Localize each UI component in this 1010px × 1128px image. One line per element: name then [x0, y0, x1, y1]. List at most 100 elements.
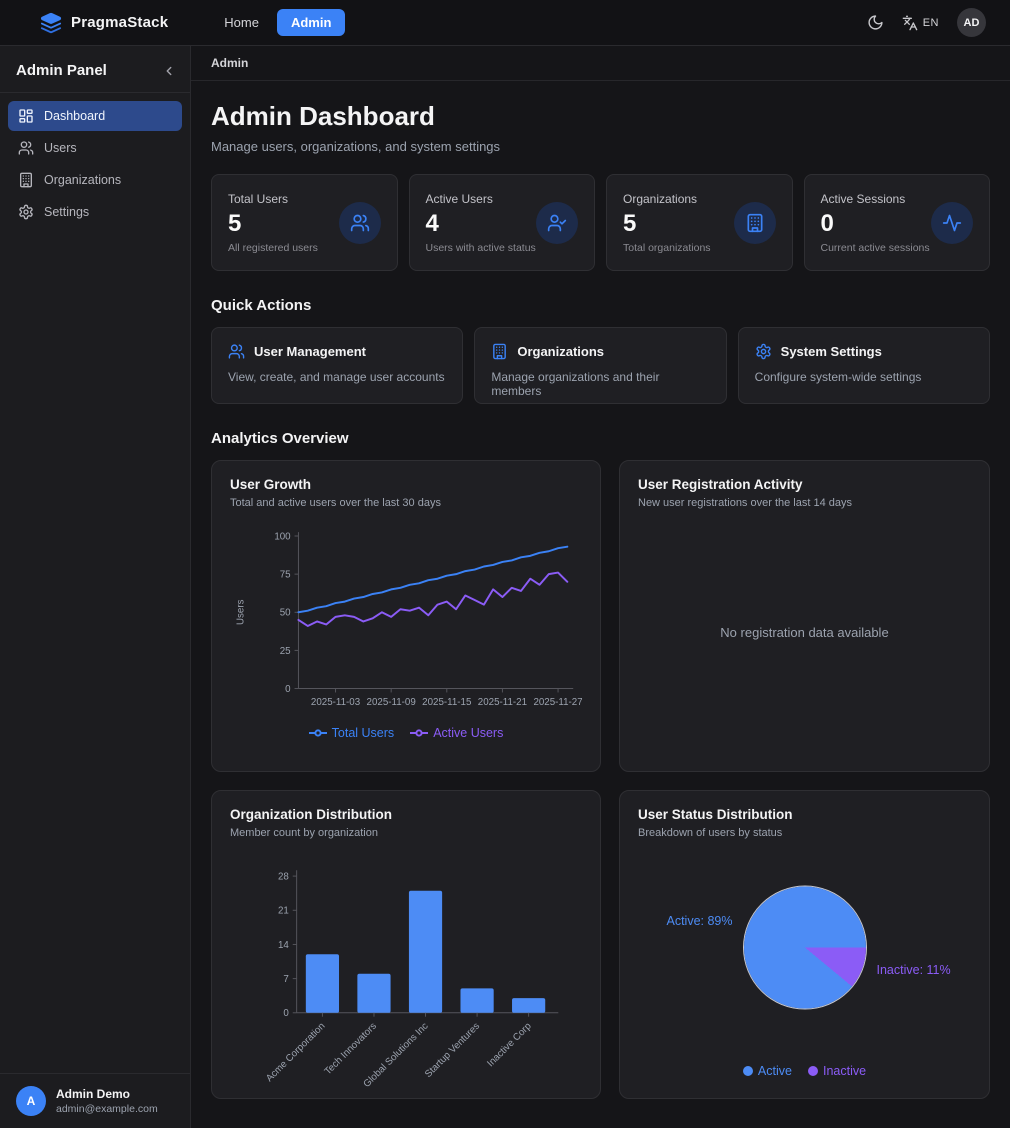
users-icon — [18, 140, 34, 156]
legend-item-inactive[interactable]: Inactive — [807, 1064, 867, 1078]
quick-action-system-settings[interactable]: System Settings Configure system-wide se… — [737, 327, 990, 404]
building-icon — [18, 172, 34, 188]
activity-icon — [931, 201, 973, 244]
chart-subtitle: New user registrations over the last 14 … — [638, 497, 852, 509]
analytics-heading: Analytics Overview — [211, 430, 349, 447]
gear-icon — [18, 204, 34, 220]
breadcrumb[interactable]: Admin — [211, 56, 249, 70]
registration-activity-card: User Registration Activity New user regi… — [619, 460, 990, 772]
svg-text:Inactive Corp: Inactive Corp — [485, 1020, 534, 1069]
legend-label: Active Users — [433, 726, 504, 740]
pie-chart-legend: Active Inactive — [638, 1064, 971, 1082]
quick-actions-row: User Management View, create, and manage… — [211, 327, 990, 404]
svg-text:Users: Users — [236, 599, 247, 625]
stats-row: Total Users 5 All registered users Activ… — [211, 174, 990, 271]
stat-value: 0 — [820, 209, 834, 237]
quick-action-title: Organizations — [517, 344, 605, 359]
stat-desc: Current active sessions — [820, 241, 930, 254]
legend-dot-icon — [742, 1066, 753, 1076]
stat-label: Active Sessions — [820, 191, 906, 206]
dark-mode-toggle[interactable] — [867, 14, 884, 31]
stat-desc: Total organizations — [623, 241, 711, 254]
brand-name: PragmaStack — [71, 14, 169, 31]
sidebar-item-label: Dashboard — [44, 109, 106, 123]
chart-title: User Growth — [230, 477, 312, 492]
sidebar-item-organizations[interactable]: Organizations — [8, 165, 182, 195]
legend-label: Inactive — [822, 1064, 867, 1078]
pie-label-inactive: Inactive: 11% — [876, 962, 951, 977]
sidebar-user-email: admin@example.com — [56, 1103, 158, 1115]
nav-link-admin[interactable]: Admin — [276, 9, 346, 36]
language-label: EN — [922, 16, 939, 29]
svg-text:2025-11-21: 2025-11-21 — [478, 697, 527, 708]
quick-action-user-management[interactable]: User Management View, create, and manage… — [211, 327, 464, 404]
sidebar-title: Admin Panel — [16, 62, 107, 79]
nav-link-home[interactable]: Home — [224, 15, 259, 30]
sidebar-nav: Dashboard Users Organizations — [0, 93, 190, 235]
sidebar-collapse-button[interactable] — [162, 64, 176, 78]
sidebar-user-name: Admin Demo — [56, 1087, 131, 1101]
svg-text:21: 21 — [278, 906, 289, 917]
stat-desc: All registered users — [228, 241, 318, 254]
quick-action-organizations[interactable]: Organizations Manage organizations and t… — [474, 327, 727, 404]
stat-card-active-users: Active Users 4 Users with active status — [408, 174, 595, 271]
quick-action-desc: Manage organizations and their members — [491, 370, 660, 398]
sidebar-user-info[interactable]: A Admin Demo admin@example.com — [0, 1073, 190, 1128]
svg-text:2025-11-09: 2025-11-09 — [367, 697, 416, 708]
stat-label: Total Users — [228, 191, 289, 206]
svg-text:Startup Ventures: Startup Ventures — [423, 1021, 482, 1080]
quick-action-title: System Settings — [780, 344, 882, 359]
chart-subtitle: Member count by organization — [230, 827, 378, 839]
sidebar-item-users[interactable]: Users — [8, 133, 182, 163]
user-avatar[interactable]: AD — [957, 8, 986, 37]
chart-title: Organization Distribution — [230, 807, 392, 822]
sidebar-item-label: Organizations — [44, 173, 122, 187]
dashboard-grid-icon — [18, 108, 34, 124]
svg-text:7: 7 — [283, 974, 288, 985]
stat-label: Organizations — [623, 191, 698, 206]
svg-text:75: 75 — [280, 570, 291, 581]
legend-marker-icon — [410, 729, 429, 737]
svg-text:2025-11-27: 2025-11-27 — [533, 697, 582, 708]
gear-icon — [755, 343, 772, 360]
language-switcher[interactable]: EN — [902, 15, 939, 31]
svg-text:28: 28 — [278, 872, 289, 883]
legend-item-total-users[interactable]: Total Users — [308, 726, 394, 740]
pie-chart-area: Active: 89% Inactive: 11% — [638, 839, 971, 1060]
stat-value: 5 — [623, 209, 637, 237]
languages-icon — [902, 15, 918, 31]
svg-text:0: 0 — [285, 684, 291, 695]
breadcrumb-bar: Admin — [191, 46, 1010, 81]
svg-text:0: 0 — [283, 1008, 289, 1019]
svg-text:2025-11-03: 2025-11-03 — [311, 697, 360, 708]
chart-subtitle: Total and active users over the last 30 … — [230, 497, 441, 509]
stat-card-active-sessions: Active Sessions 0 Current active session… — [803, 174, 990, 271]
sidebar-item-dashboard[interactable]: Dashboard — [8, 101, 182, 131]
legend-item-active-users[interactable]: Active Users — [410, 726, 503, 740]
sidebar-item-label: Users — [44, 141, 77, 155]
charts-grid: User Growth Total and active users over … — [211, 460, 990, 1099]
svg-text:100: 100 — [274, 531, 291, 542]
page-title: Admin Dashboard — [211, 101, 435, 131]
building-icon — [733, 201, 776, 244]
svg-text:25: 25 — [280, 646, 291, 657]
svg-text:50: 50 — [280, 608, 291, 619]
quick-action-title: User Management — [254, 344, 366, 359]
svg-text:2025-11-15: 2025-11-15 — [422, 697, 472, 708]
user-check-icon — [536, 201, 578, 244]
chart-title: User Registration Activity — [638, 477, 803, 492]
nav-links: Home Admin — [216, 9, 346, 36]
users-icon — [338, 201, 381, 244]
brand[interactable]: PragmaStack — [40, 12, 168, 34]
line-chart-legend: Total Users Active Users — [308, 726, 503, 740]
legend-item-active[interactable]: Active — [742, 1064, 792, 1078]
stat-card-organizations: Organizations 5 Total organizations — [606, 174, 793, 271]
stat-card-total-users: Total Users 5 All registered users — [211, 174, 398, 271]
sidebar-item-settings[interactable]: Settings — [8, 197, 182, 227]
user-growth-line-chart: 0 25 50 75 100 2025-11-03 2025-11-09 2025-11-15… — [236, 531, 582, 708]
empty-state-text: No registration data available — [720, 624, 889, 640]
legend-label: Active — [757, 1064, 792, 1078]
user-status-pie-chart — [743, 886, 866, 1009]
chevron-left-icon — [162, 64, 176, 78]
svg-text:Acme Corporation: Acme Corporation — [264, 1021, 327, 1084]
